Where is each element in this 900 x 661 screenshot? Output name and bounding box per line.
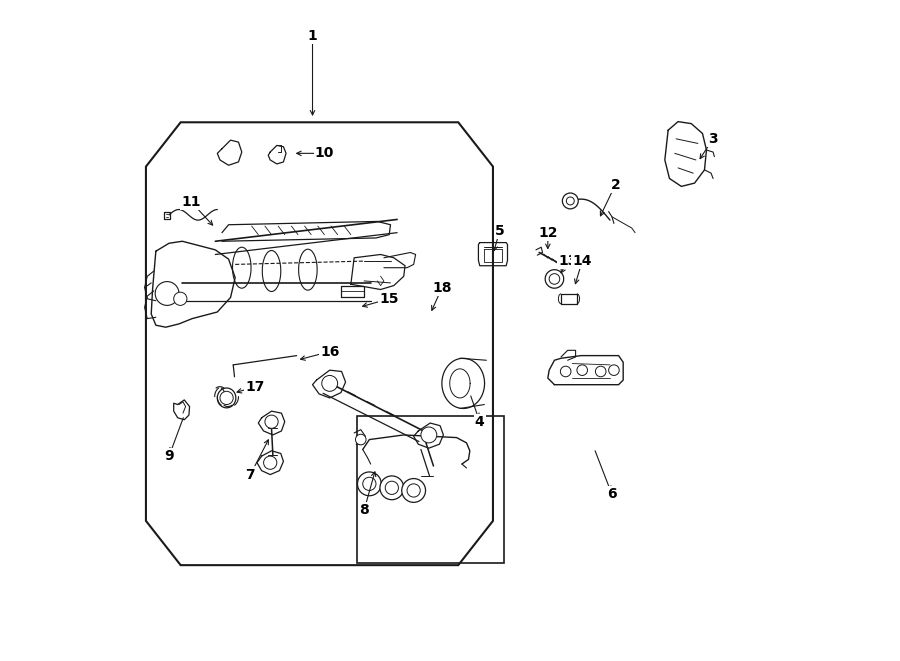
Circle shape: [577, 365, 588, 375]
Text: 13: 13: [558, 254, 577, 268]
Text: 5: 5: [495, 224, 504, 239]
Text: 9: 9: [165, 449, 174, 463]
Circle shape: [407, 484, 420, 497]
Circle shape: [356, 434, 366, 445]
Text: 6: 6: [608, 487, 616, 502]
Text: 7: 7: [246, 467, 256, 482]
Text: 1: 1: [308, 29, 318, 44]
Text: 3: 3: [708, 132, 718, 146]
Circle shape: [562, 193, 578, 209]
Circle shape: [322, 375, 338, 391]
Text: 14: 14: [572, 254, 592, 268]
Circle shape: [265, 415, 278, 428]
Circle shape: [561, 366, 571, 377]
Circle shape: [357, 472, 382, 496]
Text: 15: 15: [380, 292, 399, 306]
Text: 10: 10: [315, 146, 334, 161]
Circle shape: [549, 274, 560, 284]
Circle shape: [174, 292, 187, 305]
Circle shape: [155, 282, 179, 305]
Text: 8: 8: [359, 503, 369, 518]
Circle shape: [401, 479, 426, 502]
Circle shape: [566, 197, 574, 205]
Circle shape: [596, 366, 606, 377]
Circle shape: [608, 365, 619, 375]
Circle shape: [385, 481, 399, 494]
Circle shape: [363, 477, 376, 490]
Text: 2: 2: [610, 178, 620, 192]
Circle shape: [421, 427, 436, 443]
Circle shape: [264, 456, 277, 469]
Text: 18: 18: [432, 280, 452, 295]
Text: 4: 4: [475, 414, 484, 429]
Text: 16: 16: [320, 344, 339, 359]
Text: 17: 17: [246, 379, 265, 394]
Circle shape: [380, 476, 404, 500]
Text: 11: 11: [181, 194, 201, 209]
Text: 12: 12: [538, 225, 558, 240]
Circle shape: [220, 391, 233, 405]
Bar: [357, 416, 504, 563]
